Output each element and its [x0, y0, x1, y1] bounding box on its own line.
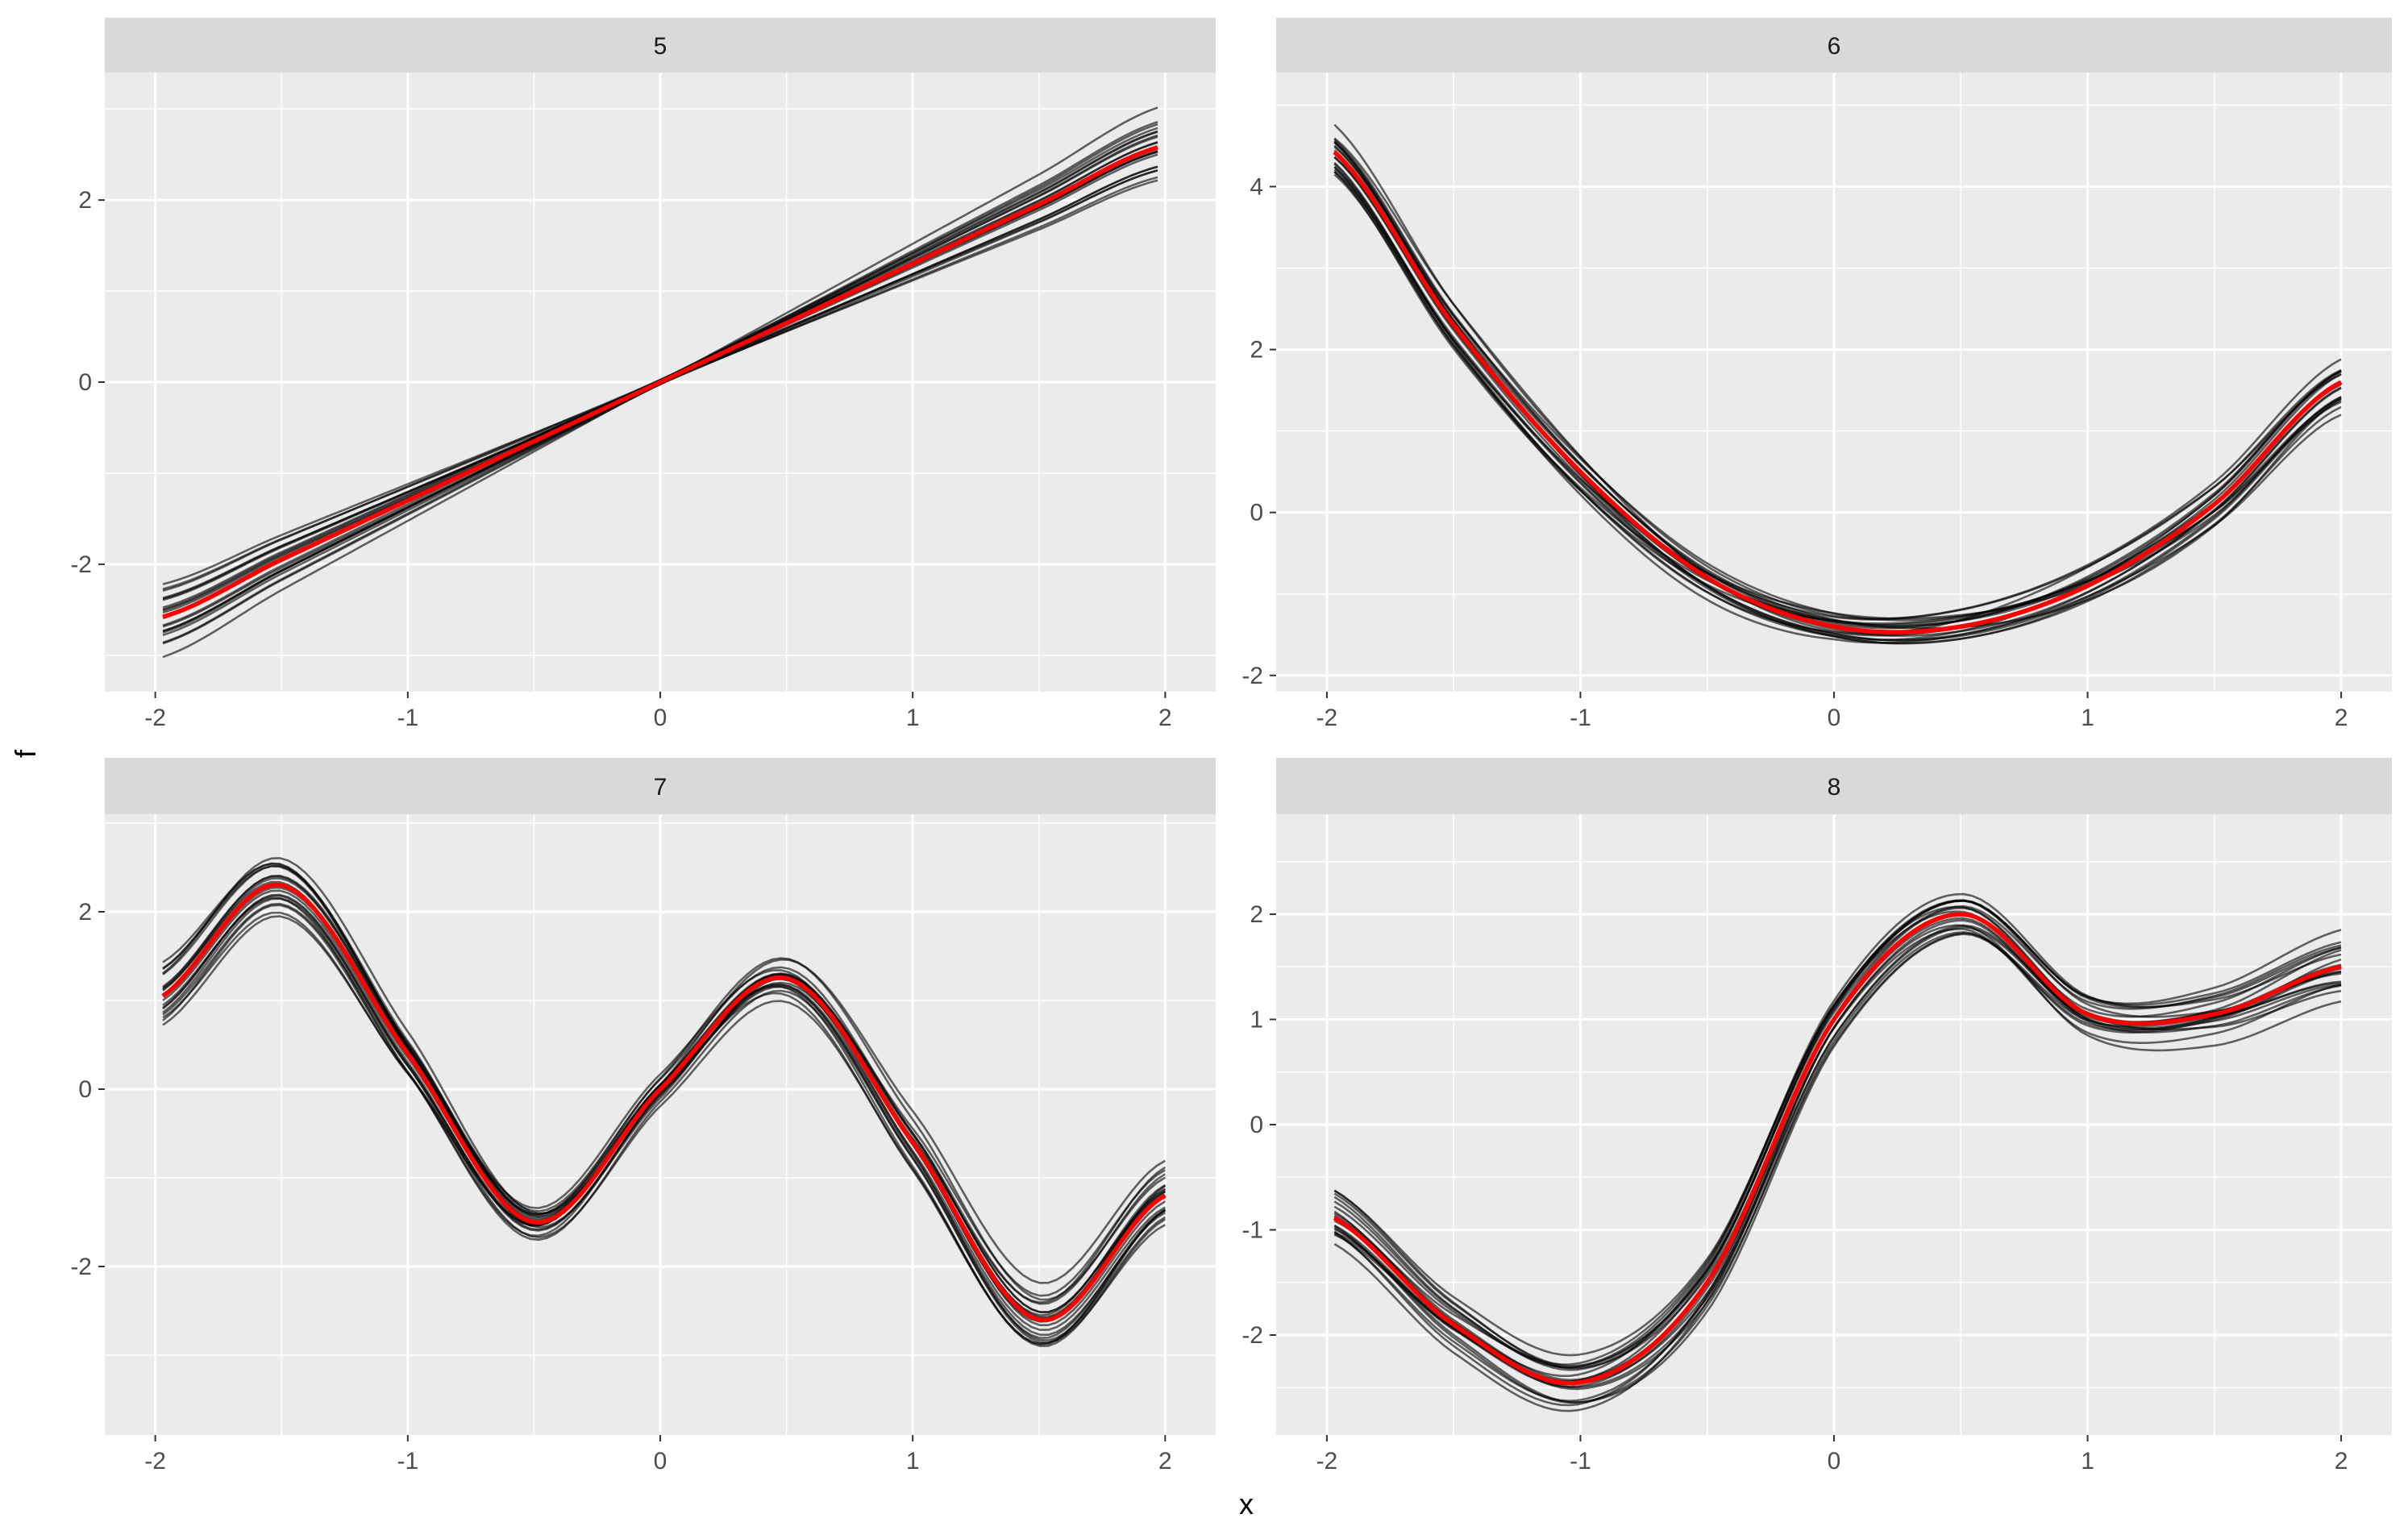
sample-curve — [1333, 161, 2342, 637]
y-tick-label: 4 — [1250, 173, 1263, 200]
y-tick-label: -2 — [70, 1254, 92, 1280]
x-tick-label: 0 — [1828, 705, 1841, 731]
sample-curves — [162, 106, 1158, 659]
sample-curve — [1333, 156, 2342, 642]
x-tick-label: 0 — [1828, 1448, 1841, 1475]
x-axis-title: x — [1239, 1487, 1254, 1520]
x-tick-label: 2 — [1158, 705, 1172, 731]
facet-strip — [105, 18, 1216, 73]
x-tick-label: 2 — [2335, 1448, 2348, 1475]
y-tick-label: -2 — [1241, 663, 1263, 689]
sample-curves — [1333, 123, 2343, 645]
y-tick-label: -2 — [1241, 1322, 1263, 1349]
x-tick-label: -1 — [397, 705, 418, 731]
facet-panel-8: 8 -2 -1 0 1 2 -2 -1 0 1 2 — [1241, 758, 2392, 1475]
y-tick-label: 2 — [1250, 901, 1263, 928]
y-tick-label: 0 — [78, 369, 92, 396]
facet-strip — [1276, 758, 2392, 814]
x-tick-label: -1 — [1570, 1448, 1591, 1475]
sample-curve — [1333, 900, 2342, 1367]
y-tick-label: 2 — [1250, 337, 1263, 364]
x-tick-label: -2 — [144, 705, 166, 731]
sample-curve — [1333, 138, 2342, 630]
y-tick-label: -1 — [1241, 1217, 1263, 1244]
mean-curve — [1333, 912, 2342, 1386]
sample-curve — [162, 893, 1167, 1331]
x-tick-label: 2 — [2335, 705, 2348, 731]
sample-curve — [1333, 928, 2342, 1388]
y-tick-label: 0 — [78, 1076, 92, 1103]
x-tick-label: -2 — [144, 1448, 166, 1475]
x-tick-label: 1 — [2081, 705, 2094, 731]
y-tick-label: 2 — [78, 187, 92, 214]
x-tick-label: 1 — [906, 705, 920, 731]
x-tick-label: 1 — [2081, 1448, 2094, 1475]
facet-strip-label: 6 — [1828, 33, 1841, 60]
sample-curve — [162, 904, 1167, 1344]
mean-curve — [161, 882, 1167, 1323]
facet-panel-7: 7 -2 -1 0 1 2 -2 0 2 — [70, 758, 1216, 1475]
facet-strip — [105, 758, 1216, 814]
x-tick-label: 2 — [1158, 1448, 1172, 1475]
sample-curve — [1333, 933, 2342, 1404]
x-tick-label: -2 — [1316, 1448, 1338, 1475]
facet-panel-6: 6 -2 -1 0 1 2 -2 0 2 4 — [1241, 18, 2392, 731]
sample-curves — [161, 857, 1167, 1347]
sample-curve — [162, 857, 1167, 1304]
y-tick-label: 0 — [1250, 500, 1263, 526]
x-tick-label: -1 — [397, 1448, 418, 1475]
x-tick-label: 1 — [906, 1448, 920, 1475]
sample-curves — [1333, 892, 2342, 1412]
sample-curve — [162, 865, 1167, 1301]
facet-strip-label: 5 — [654, 33, 668, 60]
y-tick-label: 2 — [78, 899, 92, 925]
sample-curve — [1333, 900, 2342, 1357]
y-tick-label: 0 — [1250, 1112, 1263, 1138]
mean-curve — [1333, 150, 2343, 634]
x-tick-label: 0 — [654, 705, 668, 731]
y-tick-label: 1 — [1250, 1006, 1263, 1033]
sample-curve — [162, 911, 1167, 1346]
x-tick-label: 0 — [654, 1448, 668, 1475]
y-tick-label: -2 — [70, 551, 92, 578]
facet-strip-label: 8 — [1828, 774, 1841, 801]
mean-curve — [162, 145, 1158, 619]
x-tick-label: -2 — [1316, 705, 1338, 731]
facet-strip-label: 7 — [654, 774, 668, 801]
facet-panel-5: 5 -2 -1 0 1 2 -2 0 2 — [70, 18, 1216, 731]
facet-strip — [1276, 18, 2392, 73]
x-tick-label: -1 — [1570, 705, 1591, 731]
y-axis-title: f — [9, 749, 42, 758]
